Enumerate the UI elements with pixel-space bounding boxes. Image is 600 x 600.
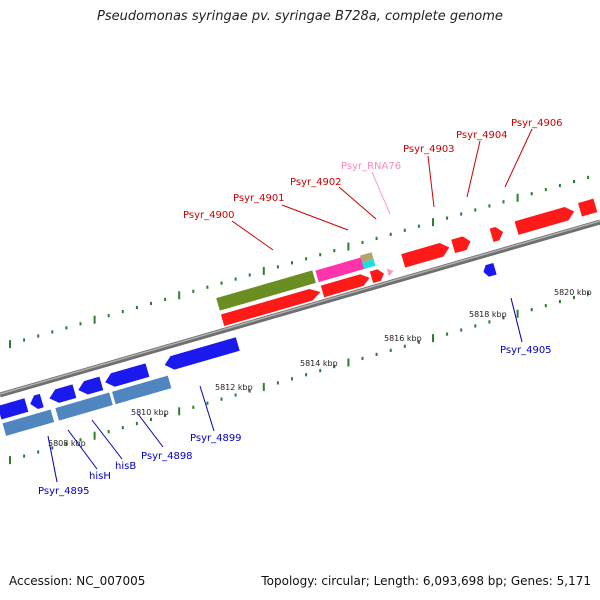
tick-label: 5812 kbp	[215, 383, 253, 392]
gene-psyr-rna76-arrow[interactable]	[386, 267, 395, 277]
label-psyr-4905[interactable]: Psyr_4905	[500, 345, 552, 356]
genome-summary-text: Topology: circular; Length: 6,093,698 bp…	[261, 574, 591, 588]
label-psyr-4903[interactable]: Psyr_4903	[403, 144, 455, 155]
label-psyr-4902[interactable]: Psyr_4902	[290, 177, 342, 188]
label-psyr-4895[interactable]: Psyr_4895	[38, 486, 90, 497]
tick-label: 5810 kbp	[131, 408, 169, 417]
accession-text: Accession: NC_007005	[9, 574, 146, 588]
gene-hish-arrow[interactable]	[76, 376, 104, 397]
gene-blue-alt-2[interactable]	[55, 392, 113, 421]
tick-label: 5814 kbp	[300, 359, 338, 368]
gene-psyr-4899-arrow[interactable]	[163, 337, 240, 372]
label-psyr-4906[interactable]: Psyr_4906	[511, 118, 563, 129]
small-feature-cyan[interactable]	[361, 259, 376, 270]
gene-psyr-4902-arrow[interactable]	[369, 268, 386, 284]
tick-label: 5820 kbp	[554, 288, 592, 297]
tick-tracks	[9, 175, 590, 465]
forward-strand-features	[216, 198, 598, 327]
rna-feature-pink[interactable]	[315, 257, 365, 283]
tick-label: 5816 kbp	[384, 334, 422, 343]
olive-feature[interactable]	[216, 270, 316, 311]
reverse-callout-lines	[47, 297, 523, 483]
tick-label: 5818 kbp	[469, 310, 507, 319]
label-hish[interactable]: hisH	[89, 471, 111, 482]
label-psyr-4899[interactable]: Psyr_4899	[190, 433, 242, 444]
gene-blue-alt-1[interactable]	[2, 409, 55, 436]
gene-psyr-4905-arrow[interactable]	[482, 262, 497, 278]
gene-blue-alt-3[interactable]	[112, 375, 172, 405]
gene-psyr-4904-arrow[interactable]	[451, 235, 472, 254]
gene-reverse-edge[interactable]	[0, 398, 29, 420]
gene-edge-arrow[interactable]	[578, 198, 598, 217]
genome-backbone	[0, 219, 600, 398]
gene-psyr-4900-arrow[interactable]	[220, 286, 322, 327]
forward-callout-lines	[231, 128, 533, 251]
label-hisb[interactable]: hisB	[115, 461, 136, 472]
label-psyr-4901[interactable]: Psyr_4901	[233, 193, 285, 204]
gene-psyr-4903-arrow[interactable]	[401, 241, 451, 268]
small-feature-tan[interactable]	[360, 252, 374, 263]
label-psyr-4898[interactable]: Psyr_4898	[141, 451, 193, 462]
label-psyr-4904[interactable]: Psyr_4904	[456, 130, 508, 141]
gene-psyr-4906a-arrow[interactable]	[489, 225, 505, 243]
tick-label: 5808 kbp	[48, 439, 86, 448]
gene-hisb-arrow[interactable]	[103, 363, 150, 389]
reverse-strand-features	[0, 262, 497, 436]
gene-psyr-4901-arrow[interactable]	[320, 272, 371, 298]
gene-small-reverse[interactable]	[28, 393, 44, 411]
scale-labels: 5808 kbp 5810 kbp 5812 kbp 5814 kbp 5816…	[48, 288, 592, 448]
label-psyr-4900[interactable]: Psyr_4900	[183, 210, 235, 221]
label-psyr-rna76[interactable]: Psyr_RNA76	[341, 161, 401, 172]
rna-callout-line	[371, 171, 391, 215]
gene-psyr-4895-arrow[interactable]	[48, 384, 77, 405]
page-title: Pseudomonas syringae pv. syringae B728a,…	[97, 9, 503, 24]
gene-psyr-4906-arrow[interactable]	[514, 205, 577, 235]
